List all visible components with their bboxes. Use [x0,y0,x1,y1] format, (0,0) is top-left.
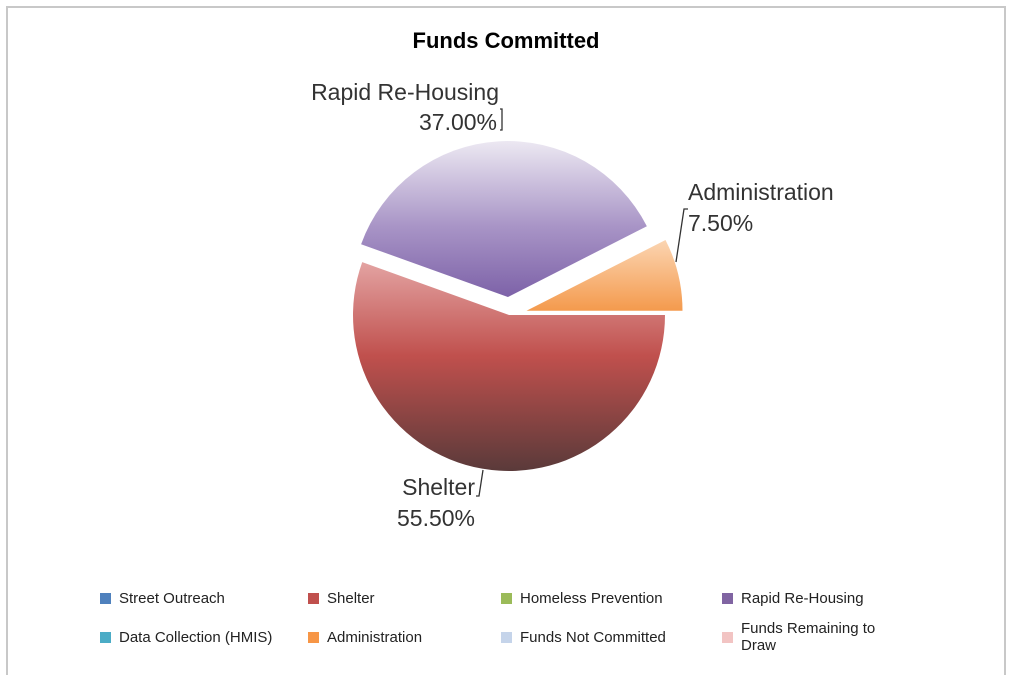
label-administration-name: Administration [688,179,834,205]
legend-label: Shelter [327,590,375,607]
legend-label: Street Outreach [119,590,225,607]
chart-title: Funds Committed [412,28,600,53]
leader-line-shelter [476,469,484,497]
pie-slice-administration [526,239,683,311]
legend-item-rapid-rehousing: Rapid Re-Housing [722,590,864,607]
label-shelter-value: 55.50% [397,505,475,531]
legend-item-street-outreach: Street Outreach [100,590,225,607]
legend-item-data-collection: Data Collection (HMIS) [100,629,272,646]
legend-label: Homeless Prevention [520,590,663,607]
legend-swatch [308,632,319,643]
legend-swatch [722,632,733,643]
label-shelter-name: Shelter [402,474,475,500]
legend-swatch [501,632,512,643]
legend-swatch [308,593,319,604]
legend-label: Data Collection (HMIS) [119,629,273,646]
legend-item-funds-remaining: Funds Remaining to Draw [722,620,902,654]
legend-label: Rapid Re-Housing [741,590,864,607]
legend-label: Funds Remaining to Draw [741,620,876,654]
legend-label: Administration [327,629,423,646]
label-rapid-rehousing-name: Rapid Re-Housing [311,79,499,105]
legend-swatch [501,593,512,604]
legend-item-administration: Administration [308,629,422,646]
label-administration-value: 7.50% [688,210,753,236]
legend-swatch [722,593,733,604]
pie-slice-rapid-rehousing [361,141,647,298]
legend-item-funds-not-committed: Funds Not Committed [501,629,666,646]
legend-item-shelter: Shelter [308,590,375,607]
label-rapid-rehousing-value: 37.00% [419,109,497,135]
legend-swatch [100,632,111,643]
leader-line-rapid-rehousing [500,108,503,131]
legend-item-homeless-prevention: Homeless Prevention [501,590,663,607]
legend-label: Funds Not Committed [520,629,666,646]
pie-slice-shelter [353,262,665,471]
leader-line-administration [675,208,688,263]
legend-swatch [100,593,111,604]
